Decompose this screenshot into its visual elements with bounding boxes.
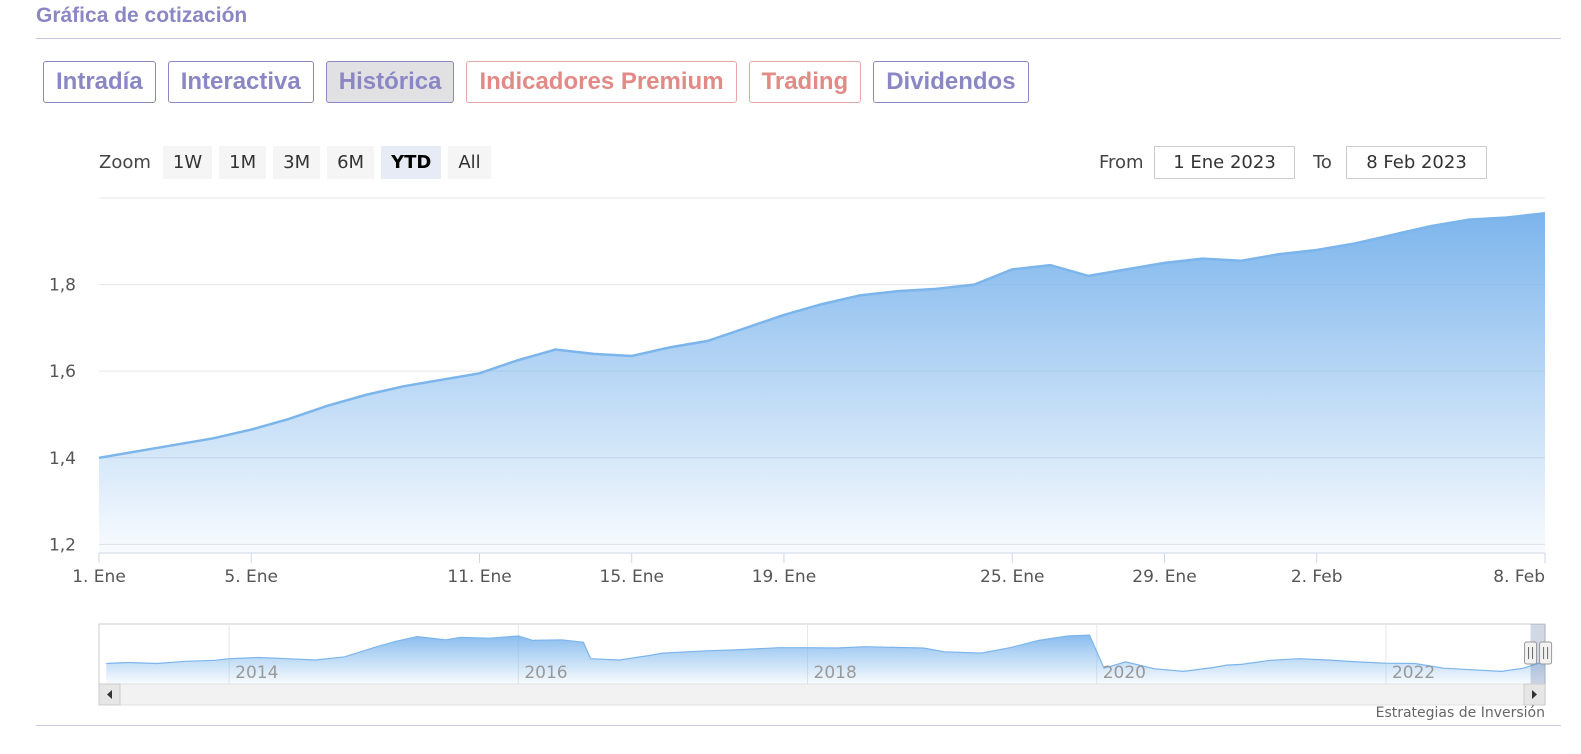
title-divider	[36, 38, 1561, 39]
chart-tabs: Intradía Interactiva Histórica Indicador…	[43, 61, 1029, 105]
y-tick-label: 1,8	[49, 276, 76, 296]
triangle-left-icon	[107, 690, 112, 699]
navigator-area	[106, 635, 1546, 684]
y-tick-label: 1,2	[49, 535, 76, 555]
to-label: To	[1313, 151, 1332, 173]
x-tick-label: 29. Ene	[1132, 567, 1196, 587]
x-tick-label: 25. Ene	[980, 567, 1044, 587]
tab-historica[interactable]: Histórica	[325, 61, 455, 103]
zoom-1m-button[interactable]: 1M	[219, 145, 267, 179]
y-tick-label: 1,6	[49, 362, 76, 382]
tab-indicadores-premium[interactable]: Indicadores Premium	[466, 61, 737, 103]
x-tick-label: 11. Ene	[447, 567, 511, 587]
triangle-right-icon	[1532, 690, 1537, 699]
scrollbar-track[interactable]	[98, 683, 1546, 706]
navigator-tick-label: 2016	[524, 663, 567, 683]
from-date-input[interactable]: 1 Ene 2023	[1154, 146, 1295, 179]
zoom-1w-button[interactable]: 1W	[162, 145, 213, 179]
zoom-selector: Zoom 1W 1M 3M 6M YTD All	[99, 145, 498, 179]
navigator-handle-right-icon[interactable]	[1539, 641, 1553, 665]
page-title: Gráfica de cotización	[36, 4, 248, 27]
tab-interactiva[interactable]: Interactiva	[167, 61, 314, 103]
y-tick-label: 1,4	[49, 449, 76, 469]
x-tick-label: 8. Feb	[1493, 567, 1545, 587]
zoom-all-button[interactable]: All	[448, 145, 491, 179]
navigator-selection[interactable]	[1530, 624, 1546, 684]
x-tick-label: 1. Ene	[72, 567, 126, 587]
x-tick-label: 2. Feb	[1291, 567, 1343, 587]
tab-intradia[interactable]: Intradía	[43, 61, 156, 103]
zoom-ytd-button[interactable]: YTD	[381, 145, 442, 179]
zoom-3m-button[interactable]: 3M	[273, 145, 321, 179]
x-tick-label: 19. Ene	[752, 567, 816, 587]
to-date-input[interactable]: 8 Feb 2023	[1346, 146, 1487, 179]
series-line	[98, 211, 1546, 460]
navigator-tick-label: 2020	[1103, 663, 1146, 683]
from-label: From	[1099, 151, 1144, 173]
x-tick-label: 5. Ene	[224, 567, 278, 587]
navigator-tick-label: 2014	[235, 663, 278, 683]
zoom-6m-button[interactable]: 6M	[327, 145, 375, 179]
series-area	[99, 213, 1545, 553]
navigator-handle-left-icon[interactable]	[1524, 641, 1538, 665]
x-tick-label: 15. Ene	[600, 567, 664, 587]
chart-credit[interactable]: Estrategias de Inversión	[1375, 705, 1545, 721]
bottom-divider	[36, 725, 1561, 726]
zoom-label: Zoom	[99, 151, 151, 173]
navigator-line	[106, 634, 1546, 673]
navigator-tick-label: 2018	[814, 663, 857, 683]
tab-dividendos[interactable]: Dividendos	[873, 61, 1029, 103]
navigator-tick-label: 2022	[1392, 663, 1435, 683]
tab-trading[interactable]: Trading	[748, 61, 862, 103]
